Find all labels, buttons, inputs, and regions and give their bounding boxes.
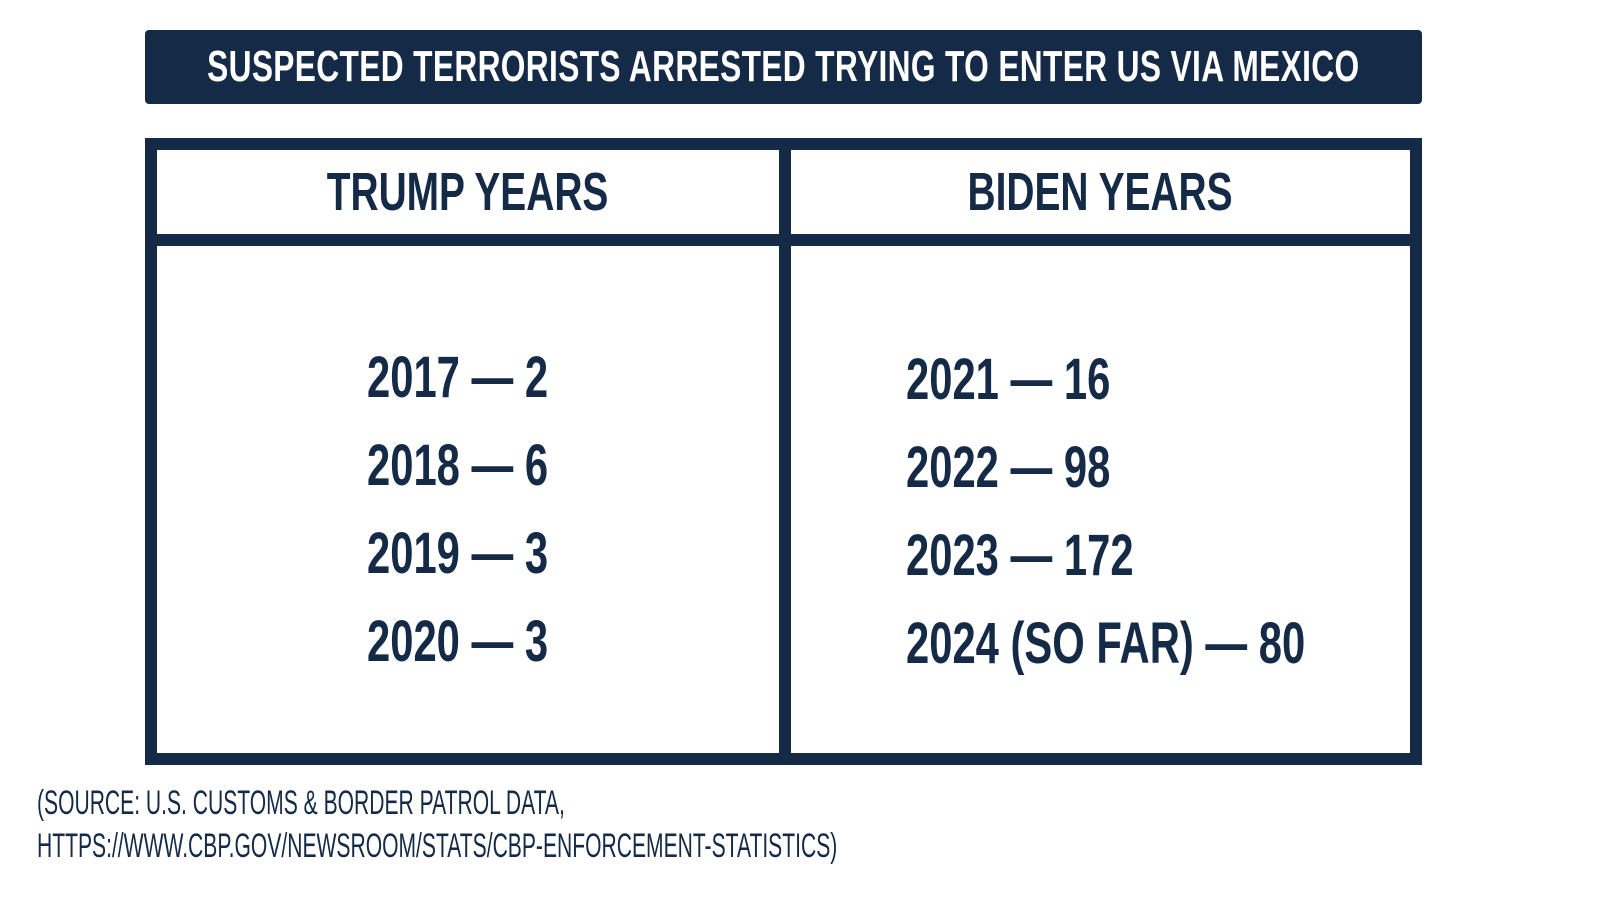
body-cell-trump: 2017 — 2 2018 — 6 2019 — 3 2020 — 3 bbox=[157, 246, 779, 753]
column-header-biden-years: BIDEN YEARS bbox=[967, 162, 1234, 222]
table-row: 2024 (SO FAR) — 80 bbox=[906, 610, 1460, 677]
table-row: 2021 — 16 bbox=[906, 346, 1190, 413]
source-line-1: (SOURCE: U.S. CUSTOMS & BORDER PATROL DA… bbox=[37, 784, 565, 822]
table-row: 2018 — 6 bbox=[367, 432, 619, 499]
table-row: 2019 — 3 bbox=[367, 520, 619, 587]
chart-title: SUSPECTED TERRORISTS ARRESTED TRYING TO … bbox=[207, 42, 1360, 91]
table-row: 2020 — 3 bbox=[367, 608, 619, 675]
row-label-2017: 2017 — 2 bbox=[367, 345, 549, 410]
table-row: 2023 — 172 bbox=[906, 522, 1222, 589]
body-cell-biden: 2021 — 16 2022 — 98 2023 — 172 2024 (SO … bbox=[791, 246, 1410, 753]
row-label-2022: 2022 — 98 bbox=[906, 435, 1111, 500]
table-row: 2017 — 2 bbox=[367, 344, 619, 411]
header-cell-biden: BIDEN YEARS bbox=[791, 150, 1410, 234]
table-row: 2022 — 98 bbox=[906, 434, 1190, 501]
comparison-table: TRUMP YEARS BIDEN YEARS 2017 — 2 2018 — … bbox=[145, 138, 1422, 765]
row-label-2021: 2021 — 16 bbox=[906, 347, 1111, 412]
row-label-2023: 2023 — 172 bbox=[906, 523, 1134, 588]
title-banner: SUSPECTED TERRORISTS ARRESTED TRYING TO … bbox=[145, 30, 1422, 104]
source-line-2: HTTPS://WWW.CBP.GOV/NEWSROOM/STATS/CBP-E… bbox=[37, 827, 838, 865]
column-header-trump-years: TRUMP YEARS bbox=[327, 162, 609, 222]
source-note: (SOURCE: U.S. CUSTOMS & BORDER PATROL DA… bbox=[37, 782, 1328, 868]
row-label-2018: 2018 — 6 bbox=[367, 433, 549, 498]
row-label-2020: 2020 — 3 bbox=[367, 609, 549, 674]
row-label-2024: 2024 (SO FAR) — 80 bbox=[906, 611, 1306, 676]
header-cell-trump: TRUMP YEARS bbox=[157, 150, 779, 234]
row-label-2019: 2019 — 3 bbox=[367, 521, 549, 586]
